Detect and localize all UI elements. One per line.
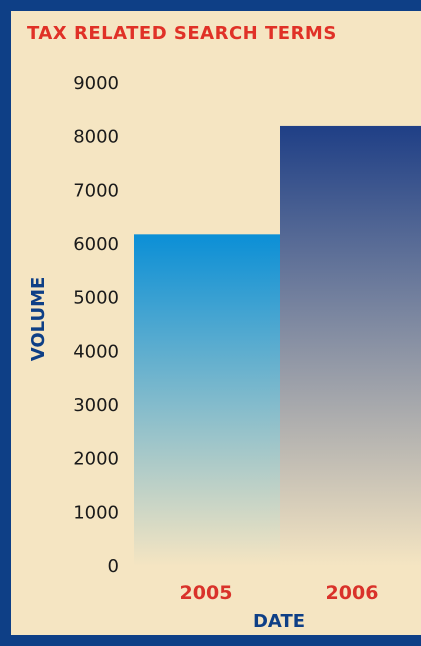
x-axis-title: DATE [253, 611, 305, 632]
bar-2006 [280, 125, 421, 566]
bar-2005 [134, 234, 280, 566]
chart-title: TAX RELATED SEARCH TERMS [27, 23, 337, 44]
chart-svg: TAX RELATED SEARCH TERMS 0 1000 2000 3000 40… [27, 23, 421, 632]
y-tick-label: 0 [108, 556, 119, 577]
y-tick-label: 4000 [73, 341, 119, 362]
y-axis-ticks: 0 1000 2000 3000 4000 5000 6000 7000 8000 9000 [73, 73, 119, 577]
y-tick-label: 3000 [73, 395, 119, 416]
y-tick-label: 5000 [73, 288, 119, 309]
y-axis-title: VOLUME [28, 277, 49, 362]
y-tick-label: 1000 [73, 502, 119, 523]
y-tick-label: 8000 [73, 127, 119, 148]
chart-frame: TAX RELATED SEARCH TERMS 0 1000 2000 3000 40… [11, 11, 421, 635]
bars [134, 125, 421, 566]
y-tick-label: 2000 [73, 449, 119, 470]
category-label-2006: 2006 [326, 582, 379, 604]
y-tick-label: 9000 [73, 73, 119, 94]
category-labels: 2005 2006 [180, 582, 379, 604]
y-tick-label: 7000 [73, 180, 119, 201]
category-label-2005: 2005 [180, 582, 233, 604]
y-tick-label: 6000 [73, 234, 119, 255]
